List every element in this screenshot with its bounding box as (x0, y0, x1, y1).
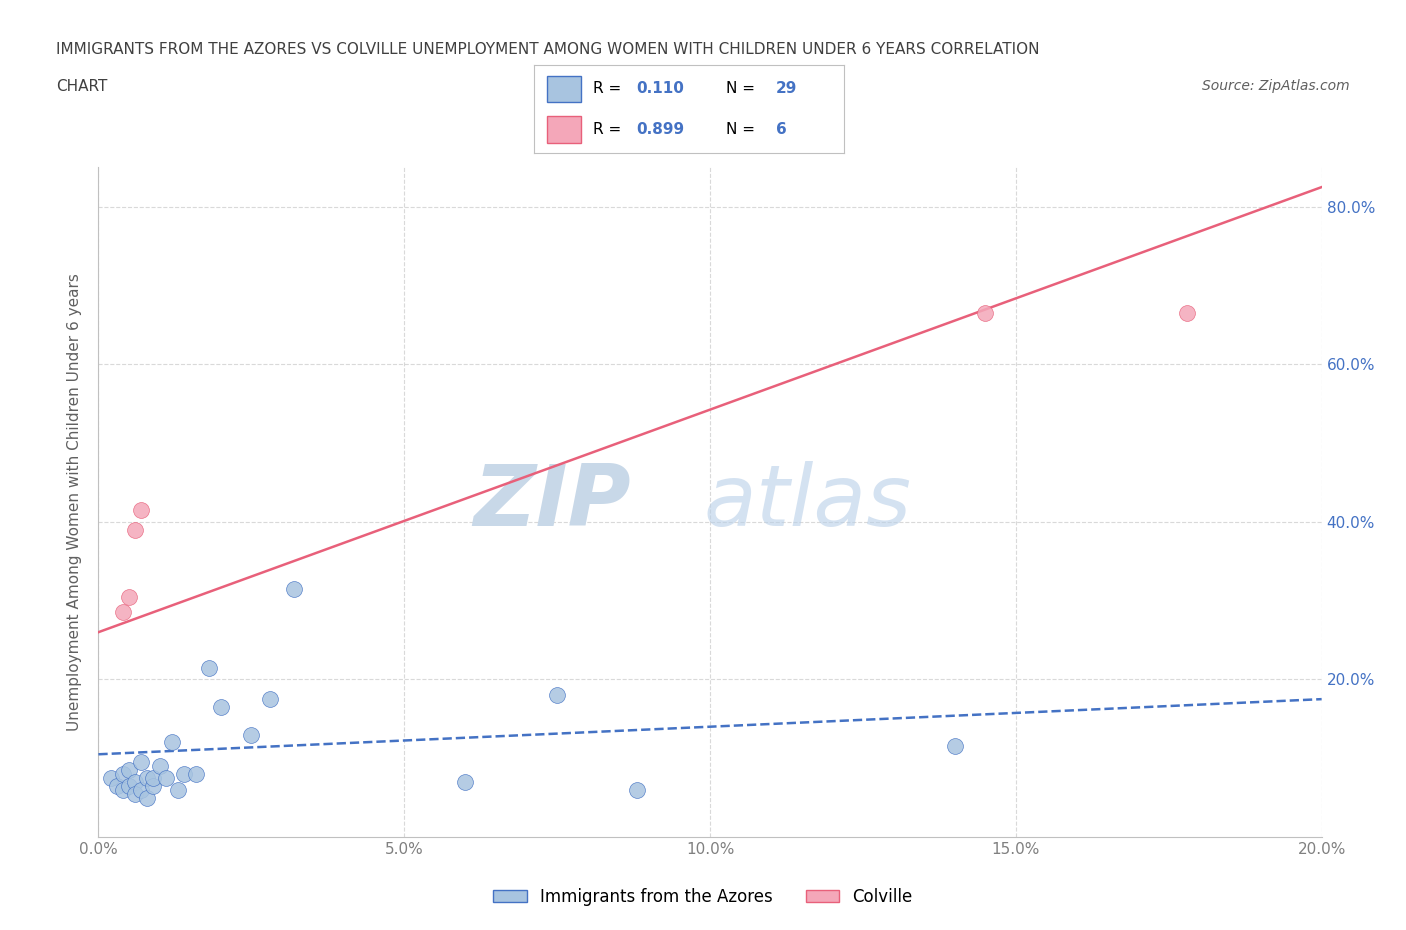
Point (124, 775, 146, 790)
Point (118, 763, 141, 777)
Text: R =: R = (593, 82, 626, 97)
Text: N =: N = (725, 82, 759, 97)
Text: 29: 29 (776, 82, 797, 97)
Point (111, 605, 134, 620)
Text: atlas: atlas (704, 460, 912, 544)
Point (259, 692, 281, 707)
Point (160, 735, 183, 750)
Point (136, 770, 159, 785)
Y-axis label: Unemployment Among Women with Children Under 6 years: Unemployment Among Women with Children U… (67, 273, 83, 731)
Point (105, 778, 128, 793)
Point (454, 775, 477, 790)
Bar (547, 116, 581, 143)
Point (626, 782, 648, 797)
Point (167, 782, 190, 797)
Point (124, 523, 146, 538)
Point (124, 786, 146, 801)
Text: CHART: CHART (56, 79, 108, 94)
Point (197, 660, 219, 675)
Point (142, 770, 165, 785)
Point (111, 766, 134, 781)
Point (209, 699, 232, 714)
Point (173, 766, 195, 781)
Text: 6: 6 (776, 122, 786, 137)
Point (283, 581, 305, 596)
Text: 0.899: 0.899 (637, 122, 685, 137)
Bar (547, 75, 581, 102)
Text: 0.110: 0.110 (637, 82, 685, 97)
Point (129, 502, 152, 517)
Point (100, 770, 122, 785)
Point (111, 782, 134, 797)
Point (546, 688, 568, 703)
Text: Source: ZipAtlas.com: Source: ZipAtlas.com (1202, 79, 1350, 93)
Text: R =: R = (593, 122, 626, 137)
Point (142, 778, 165, 793)
Point (1175, 306, 1198, 321)
Point (943, 739, 966, 754)
Point (118, 590, 141, 604)
Point (155, 770, 177, 785)
Point (136, 790, 159, 805)
Point (186, 766, 208, 781)
Point (129, 782, 152, 797)
Point (974, 306, 997, 321)
Text: ZIP: ZIP (472, 460, 630, 544)
Point (129, 755, 152, 770)
Legend: Immigrants from the Azores, Colville: Immigrants from the Azores, Colville (486, 881, 920, 912)
Point (240, 727, 263, 742)
Text: N =: N = (725, 122, 759, 137)
Point (118, 778, 141, 793)
Point (149, 759, 172, 774)
Text: IMMIGRANTS FROM THE AZORES VS COLVILLE UNEMPLOYMENT AMONG WOMEN WITH CHILDREN UN: IMMIGRANTS FROM THE AZORES VS COLVILLE U… (56, 42, 1040, 57)
